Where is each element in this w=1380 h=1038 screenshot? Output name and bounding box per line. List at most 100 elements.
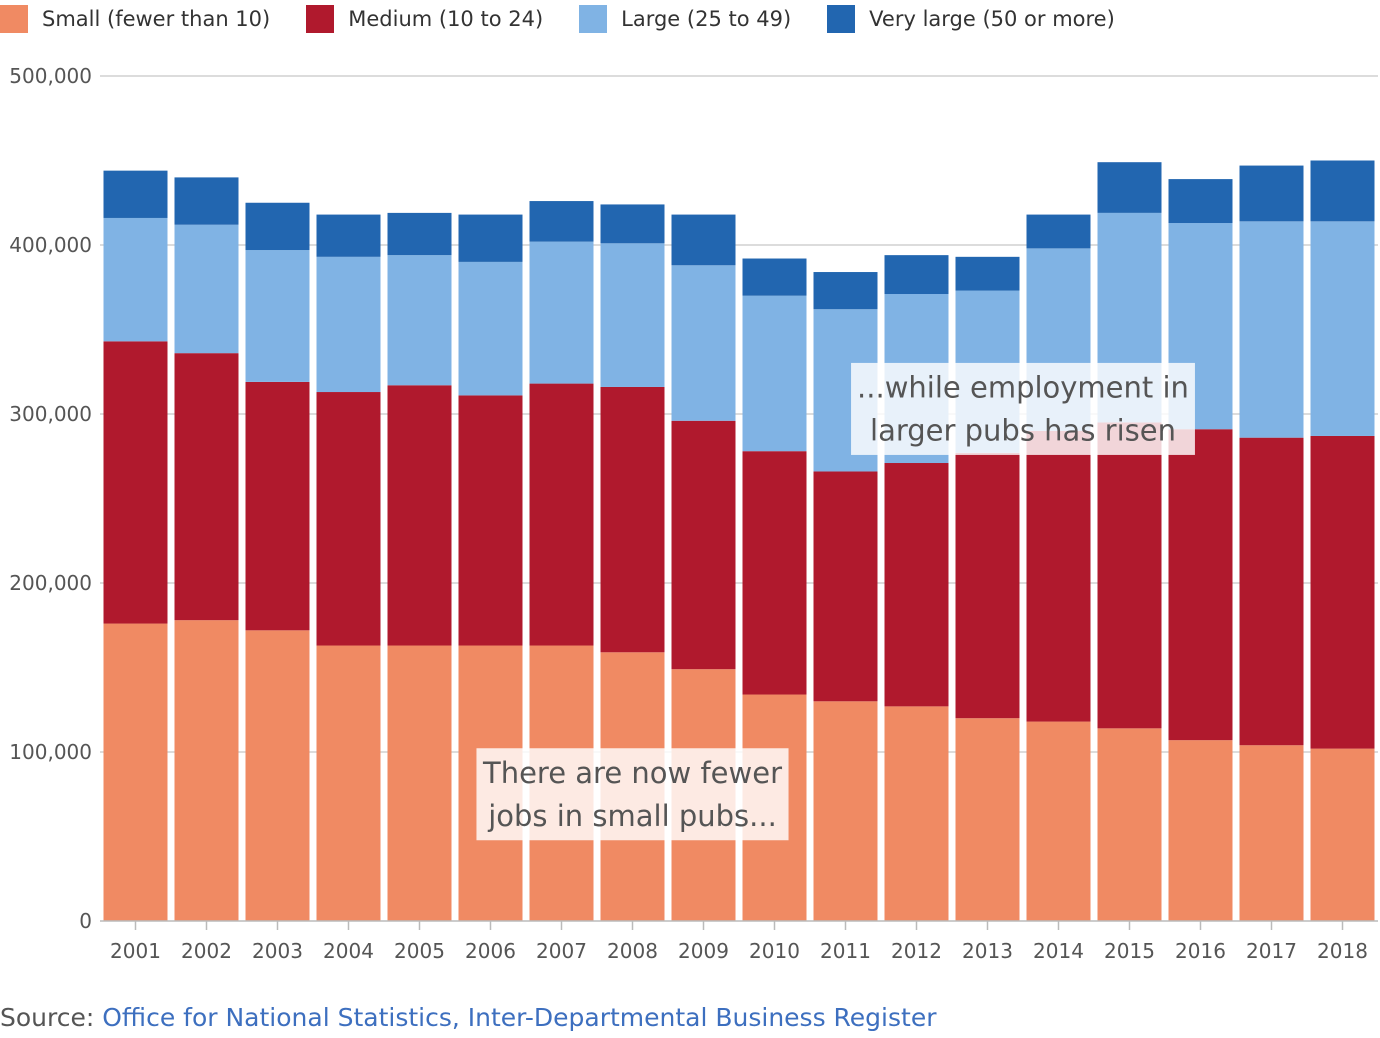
bar-segment [1239,437,1304,746]
bar-segment [174,177,239,225]
bar-segment [316,645,381,921]
bar-segment [1097,162,1162,213]
bar-segment [529,383,594,646]
bar-segment [387,212,452,256]
bar-segment [600,204,665,244]
bar-segment [671,214,736,266]
x-tick-label: 2015 [1104,939,1155,963]
legend-swatch [579,5,608,33]
legend-item[interactable]: Large (25 to 49) [579,5,791,33]
bar-segment [884,706,949,921]
bar-segment [103,217,168,342]
bar-segment [316,256,381,393]
legend-swatch [306,5,335,33]
bar-segment [316,392,381,646]
bar-segment [1097,728,1162,921]
annotation-line: larger pubs has risen [870,413,1176,447]
bar-segment [1168,429,1233,741]
bar-segment [1168,179,1233,224]
bar-segment [813,701,878,921]
y-tick-label: 400,000 [9,233,92,257]
legend-swatch [0,5,28,33]
legend-item[interactable]: Medium (10 to 24) [306,5,543,33]
x-tick-label: 2002 [181,939,232,963]
y-tick-label: 300,000 [9,402,92,426]
bar-segment [458,261,523,396]
bar-segment [600,386,665,653]
bar-segment [884,463,949,707]
legend-label: Small (fewer than 10) [42,7,271,31]
bar-segment [387,255,452,386]
bar-segment [387,385,452,646]
annotation-background [851,362,1195,455]
bar-segment [955,718,1020,921]
bar-segment [1239,745,1304,921]
bar-segment [1239,165,1304,222]
annotation-line: ...while employment in [857,370,1189,404]
bar-segment [813,272,878,310]
y-tick-label: 200,000 [9,571,92,595]
bar-segment [742,451,807,695]
annotation-line: jobs in small pubs... [487,799,777,833]
y-tick-label: 100,000 [9,740,92,764]
bar-segment [671,265,736,421]
bar-segment [316,214,381,257]
x-tick-label: 2003 [252,939,303,963]
bar-segment [1026,214,1091,249]
x-tick-label: 2016 [1175,939,1226,963]
annotation-background [476,748,789,841]
x-tick-label: 2013 [962,939,1013,963]
bar-segment [387,645,452,921]
x-tick-label: 2001 [110,939,161,963]
x-tick-label: 2017 [1246,939,1297,963]
bar-segment [600,243,665,387]
y-tick-label: 500,000 [9,64,92,88]
x-tick-label: 2008 [607,939,658,963]
legend-label: Very large (50 or more) [869,7,1115,31]
x-tick-label: 2018 [1317,939,1368,963]
bar-segment [245,202,310,251]
bar-segment [103,623,168,921]
bar-segment [1310,160,1375,222]
bar-segment [1310,435,1375,749]
annotation-line: There are now fewer [482,756,782,790]
bar-segment [1026,721,1091,921]
bar-segment [742,295,807,452]
x-tick-label: 2011 [820,939,871,963]
x-tick-label: 2010 [749,939,800,963]
bar-segment [955,452,1020,719]
x-tick-label: 2014 [1033,939,1084,963]
bar-segment [458,214,523,262]
bar-segment [103,341,168,624]
bar-segment [1026,430,1091,722]
legend-item[interactable]: Small (fewer than 10) [0,5,270,33]
legend-item[interactable]: Very large (50 or more) [827,5,1115,33]
bar-segment [1310,221,1375,436]
bar-segment [103,170,168,218]
bar-segment [813,471,878,702]
bar-segment [245,630,310,921]
bar-segment [245,381,310,631]
legend-label: Medium (10 to 24) [348,7,544,31]
bar-segment [742,258,807,296]
chart-legend: Small (fewer than 10) Medium (10 to 24) La… [0,0,1151,38]
x-tick-label: 2009 [678,939,729,963]
bar-segment [529,201,594,242]
bar-segment [1097,422,1162,729]
annotation: There are now fewer jobs in small pubs... [476,748,789,841]
annotation: ...while employment in larger pubs has ri… [851,362,1195,455]
legend-swatch [827,5,856,33]
source-note: Source: Office for National Statistics, … [0,1003,937,1032]
x-tick-label: 2007 [536,939,587,963]
bar-segment [174,620,239,921]
bar-segment [671,420,736,670]
bar-segment [529,241,594,384]
legend-label: Large (25 to 49) [621,7,792,31]
bar-segment [1239,221,1304,438]
bar-segment [1168,740,1233,921]
bar-segment [884,255,949,295]
bar-segment [174,353,239,621]
y-tick-label: 0 [79,909,92,933]
source-link[interactable]: Office for National Statistics, Inter-De… [102,1003,937,1032]
x-tick-label: 2005 [394,939,445,963]
